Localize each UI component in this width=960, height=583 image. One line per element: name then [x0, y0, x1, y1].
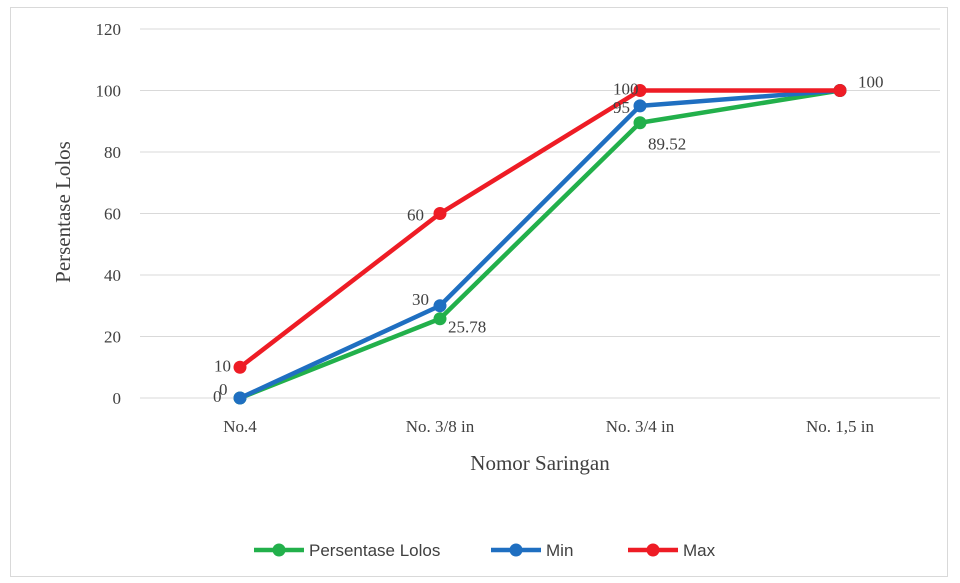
legend: Persentase Lolos Min Max — [254, 541, 716, 560]
legend-label: Persentase Lolos — [309, 541, 440, 560]
data-point — [433, 299, 447, 313]
data-point — [233, 360, 247, 374]
legend-marker — [646, 543, 660, 557]
data-point — [833, 84, 847, 97]
data-point — [633, 116, 647, 130]
data-point — [433, 207, 447, 220]
series-line-2 — [237, 88, 843, 370]
y-tick-label: 60 — [104, 205, 121, 224]
data-label: 25.78 — [448, 318, 486, 337]
x-axis-title: Nomor Saringan — [470, 451, 610, 475]
legend-marker — [509, 543, 523, 557]
data-label: 89.52 — [648, 135, 686, 154]
legend-label: Max — [683, 541, 716, 560]
data-label: 60 — [407, 206, 424, 225]
data-label: 0 — [219, 380, 228, 399]
x-tick-label: No.4 — [223, 417, 257, 436]
data-point — [233, 391, 247, 405]
data-label: 10 — [214, 356, 231, 375]
x-tick-label: No. 3/8 in — [406, 417, 475, 436]
y-tick-label: 40 — [104, 266, 121, 285]
data-label: 100 — [613, 80, 639, 99]
data-point — [433, 312, 447, 326]
y-tick-label: 120 — [96, 20, 122, 39]
chart-frame — [10, 7, 948, 577]
y-axis-title: Persentase Lolos — [51, 141, 75, 283]
series-line-0 — [237, 88, 843, 401]
series-line-1 — [237, 88, 843, 401]
data-label: 95 — [613, 98, 630, 117]
data-label: 30 — [412, 290, 429, 309]
data-point — [633, 84, 647, 97]
legend-label: Min — [546, 541, 573, 560]
x-tick-label: No. 3/4 in — [606, 417, 675, 436]
y-tick-label: 80 — [104, 143, 121, 162]
legend-marker — [272, 543, 286, 557]
y-tick-label: 20 — [104, 328, 121, 347]
data-label: 100 — [858, 73, 884, 92]
data-label: 0 — [213, 387, 222, 406]
y-tick-label: 0 — [113, 389, 122, 408]
data-point — [633, 99, 647, 113]
y-tick-label: 100 — [96, 82, 122, 101]
x-tick-label: No. 1,5 in — [806, 417, 875, 436]
